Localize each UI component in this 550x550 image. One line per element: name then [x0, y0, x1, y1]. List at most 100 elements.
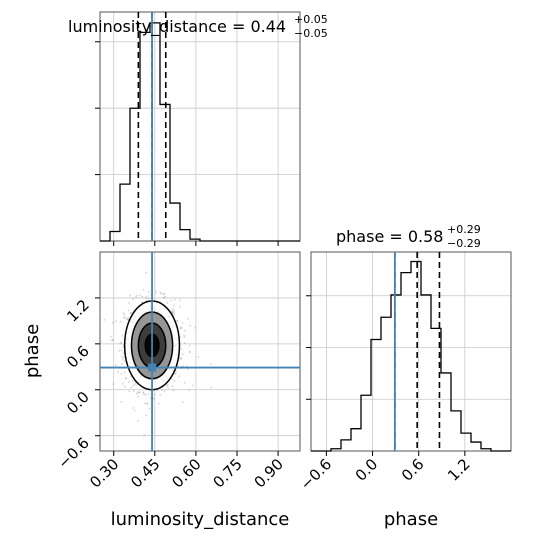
sample-point [171, 311, 174, 314]
svg-text:phase = 0.58: phase = 0.58 [336, 227, 443, 246]
sample-point [119, 320, 122, 323]
sample-point [180, 358, 183, 361]
sample-point [129, 294, 132, 297]
sample-point [128, 301, 131, 304]
x-tick-label-luminosity-distance: 0.60 [168, 455, 204, 491]
sample-point [121, 357, 124, 360]
sample-point [147, 291, 150, 293]
sample-point [148, 297, 150, 300]
sample-point [100, 340, 102, 343]
svg-text:luminosity_distance = 0.44: luminosity_distance = 0.44 [68, 17, 286, 37]
sample-point [125, 317, 127, 320]
sample-point [129, 312, 132, 315]
sample-point [183, 335, 186, 338]
sample-point [158, 402, 160, 405]
sample-point [188, 388, 191, 391]
sample-point [170, 299, 173, 302]
tick-labels: 0.30 0.45 0.60 0.75 0.90 −0.6 0.0 0.6 1.2 −0.6 0.0… [54, 296, 473, 494]
x-tick-label-luminosity-distance: 0.90 [251, 455, 287, 491]
title-phase: phase = 0.58 +0.29 −0.29 [336, 223, 481, 250]
sample-point [175, 370, 177, 373]
histogram-step [311, 260, 511, 452]
sample-point [146, 402, 149, 405]
sample-point [125, 377, 127, 380]
sample-point [132, 407, 135, 409]
sample-point [162, 296, 165, 299]
sample-point [133, 383, 136, 386]
sample-point [120, 341, 123, 344]
sample-point [173, 380, 176, 382]
sample-point [127, 318, 129, 321]
sample-point [180, 348, 183, 350]
x-tick-label-luminosity-distance: 0.75 [209, 455, 245, 491]
sample-point [132, 298, 135, 301]
sample-point [180, 327, 183, 329]
sample-point [145, 402, 148, 405]
sample-point [121, 334, 124, 337]
sample-point [178, 299, 181, 302]
sample-point [171, 311, 174, 314]
sample-point [144, 393, 147, 396]
sample-point [120, 372, 123, 375]
sample-point [119, 342, 122, 345]
x-axis-label-luminosity-distance: luminosity_distance [111, 509, 290, 530]
sample-point [171, 385, 174, 388]
sample-point [183, 381, 186, 384]
sample-point [142, 391, 145, 394]
sample-point [179, 326, 182, 329]
sample-point [194, 326, 197, 329]
sample-point [111, 339, 114, 341]
sample-point [132, 390, 135, 392]
sample-point [172, 308, 174, 311]
sample-point [142, 391, 145, 394]
x-tick-label-phase: 0.6 [398, 455, 428, 485]
sample-point [143, 433, 146, 436]
sample-point [139, 294, 142, 297]
y-tick-label-phase: −0.6 [54, 434, 92, 472]
title-plus: +0.05 [294, 13, 328, 26]
sample-point [164, 295, 166, 298]
sample-point [189, 324, 192, 327]
sample-point [155, 290, 158, 292]
sample-point [130, 386, 132, 389]
sample-point [159, 291, 162, 294]
sample-point [210, 386, 213, 389]
sample-point [176, 320, 178, 323]
sample-point [125, 377, 127, 379]
sample-point [130, 312, 132, 314]
sample-point [111, 339, 114, 342]
sample-point [179, 327, 182, 330]
sample-point [178, 375, 181, 378]
sample-point [163, 292, 166, 295]
hist-panel-phase [306, 251, 512, 456]
sample-point [112, 322, 114, 324]
sample-point [122, 352, 125, 355]
scatter-panel-luminosity-distance-vs-phase [95, 251, 301, 456]
sample-point [128, 390, 131, 393]
sample-point [120, 349, 123, 351]
sample-point [123, 360, 126, 363]
sample-point [189, 350, 191, 353]
sample-point [135, 392, 138, 395]
sample-point [132, 384, 135, 387]
sample-point [187, 317, 189, 320]
sample-point [160, 389, 163, 392]
x-tick-label-phase: −0.6 [297, 455, 335, 493]
sample-point [136, 395, 139, 398]
sample-point [143, 402, 146, 405]
sample-point [123, 371, 126, 374]
sample-point [186, 368, 189, 371]
sample-point [176, 319, 179, 322]
panel-frame [310, 251, 512, 452]
sample-point [144, 414, 147, 417]
title-main: phase = 0.58 [336, 227, 443, 246]
sample-point [122, 316, 125, 319]
sample-point [127, 316, 130, 319]
sample-point [127, 309, 130, 312]
sample-point [136, 294, 139, 297]
sample-point [145, 297, 147, 300]
sample-point [123, 316, 126, 319]
sample-point [173, 309, 175, 312]
x-axis-label-phase: phase [384, 509, 438, 530]
sample-point [153, 397, 155, 400]
